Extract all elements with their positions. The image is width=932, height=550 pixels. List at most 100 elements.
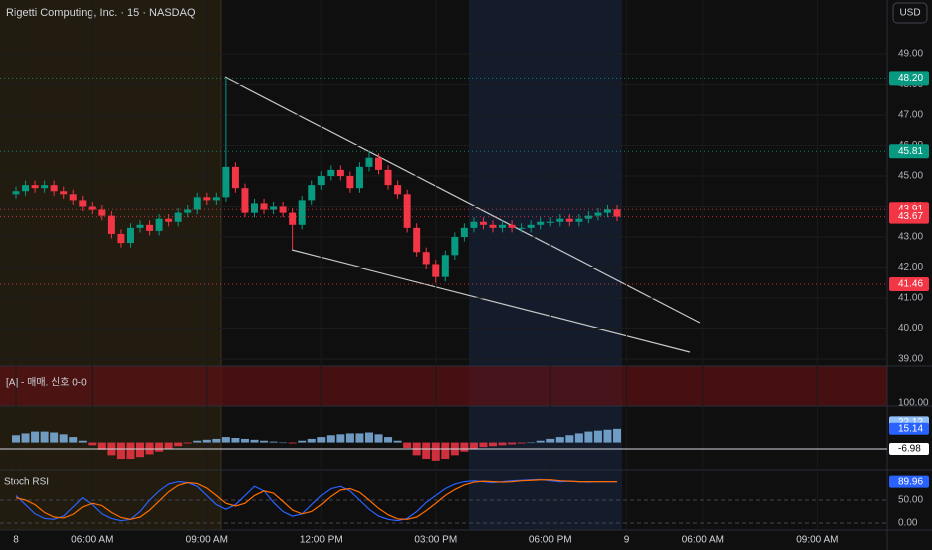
macd-tag-label: 15.14 — [898, 423, 923, 434]
macd-bar — [574, 433, 583, 443]
signal-band — [0, 366, 887, 406]
candle-body — [136, 224, 144, 228]
candle-body — [613, 209, 621, 217]
stoch-label: Stoch RSI — [4, 477, 49, 488]
macd-bar — [460, 442, 469, 452]
macd-bar — [116, 442, 125, 460]
candle-body — [575, 218, 583, 222]
candle-body — [289, 212, 297, 225]
y-tick-label: 43.00 — [898, 232, 923, 243]
currency-button[interactable] — [892, 2, 928, 24]
price-tag-label: 45.81 — [898, 146, 923, 157]
price-tag-label: 43.67 — [898, 211, 923, 222]
y-tick-label: 40.00 — [898, 323, 923, 334]
macd-bar — [431, 442, 440, 461]
macd-bar — [384, 437, 393, 443]
y-tick-label: 42.00 — [898, 262, 923, 273]
macd-bar — [69, 437, 78, 443]
macd-bar — [269, 441, 278, 443]
candle-body — [184, 209, 192, 213]
candle-body — [537, 221, 545, 225]
candle-body — [603, 209, 611, 213]
candle-body — [203, 197, 211, 201]
price-tag — [889, 144, 929, 159]
price-tag-label: 43.91 — [898, 204, 923, 215]
candle-body — [155, 218, 163, 231]
candle-body — [556, 218, 564, 222]
candle-body — [308, 185, 316, 201]
candle-body — [432, 264, 440, 277]
macd-bar — [155, 442, 164, 452]
candle-body — [241, 188, 249, 213]
stoch-line — [15, 479, 618, 520]
candle-body — [69, 194, 77, 201]
candle-body — [88, 206, 96, 210]
candle-body — [117, 233, 125, 244]
candle-body — [31, 185, 39, 189]
candle-body — [346, 176, 354, 189]
candle-body — [355, 166, 363, 189]
candle-body — [594, 212, 602, 216]
currency-label: USD — [899, 8, 920, 19]
y-tick-label: 47.00 — [898, 110, 923, 121]
macd-bar — [250, 439, 259, 443]
macd-bar — [364, 432, 373, 443]
macd-bar — [59, 434, 68, 443]
candle-body — [375, 157, 383, 170]
candle-body — [251, 203, 258, 213]
macd-bar — [355, 433, 364, 443]
candle-body — [60, 191, 68, 195]
candle-body — [279, 206, 287, 213]
candle-body — [298, 200, 306, 225]
candle-body — [336, 169, 344, 176]
macd-bar — [317, 437, 326, 443]
macd-bar — [298, 440, 307, 443]
macd-bar — [422, 442, 431, 460]
x-tick-label: 12:00 PM — [300, 535, 343, 546]
stoch-line — [15, 478, 618, 522]
macd-bar — [12, 435, 20, 443]
signal-axis-label: 100.00 — [898, 398, 929, 409]
y-tick-label: 45.00 — [898, 171, 923, 182]
macd-tag — [889, 442, 929, 455]
macd-bar — [31, 431, 40, 443]
candle-body — [403, 194, 411, 228]
candle-body — [50, 185, 58, 192]
candle-body — [12, 191, 20, 195]
macd-bar — [136, 442, 145, 458]
macd-bar — [231, 438, 240, 443]
x-tick-label: 09:00 AM — [796, 535, 838, 546]
candle-body — [165, 218, 173, 222]
macd-bar — [193, 440, 202, 443]
macd-bar — [307, 438, 316, 443]
candle-body — [527, 224, 535, 228]
trendline[interactable] — [224, 76, 701, 324]
candle-body — [327, 169, 335, 176]
symbol-title: Rigetti Computing, Inc. · 15 · NASDAQ — [6, 7, 196, 19]
macd-bar — [174, 442, 183, 447]
macd-bar — [78, 440, 87, 443]
macd-bar — [97, 442, 106, 450]
candle-body — [146, 224, 154, 231]
macd-tag-label: 22.12 — [898, 417, 923, 428]
candle-body — [584, 215, 592, 219]
macd-tag-label: -6.98 — [898, 444, 921, 455]
candle-body — [317, 176, 325, 186]
y-tick-label: 41.00 — [898, 293, 923, 304]
macd-bar — [479, 442, 488, 448]
candle-body — [422, 252, 430, 265]
candle-body — [441, 255, 449, 277]
macd-bar — [546, 438, 555, 443]
candle-body — [22, 185, 30, 192]
price-tag — [889, 209, 929, 224]
candle-body — [394, 185, 402, 195]
macd-bar — [221, 437, 230, 443]
macd-bar — [403, 442, 412, 449]
macd-bar — [374, 434, 383, 443]
macd-bar — [336, 434, 345, 443]
price-tag-label: 48.20 — [898, 73, 923, 84]
macd-bar — [50, 432, 59, 443]
price-tag — [889, 276, 929, 291]
macd-bar — [40, 431, 49, 443]
y-tick-label: 49.00 — [898, 49, 923, 60]
